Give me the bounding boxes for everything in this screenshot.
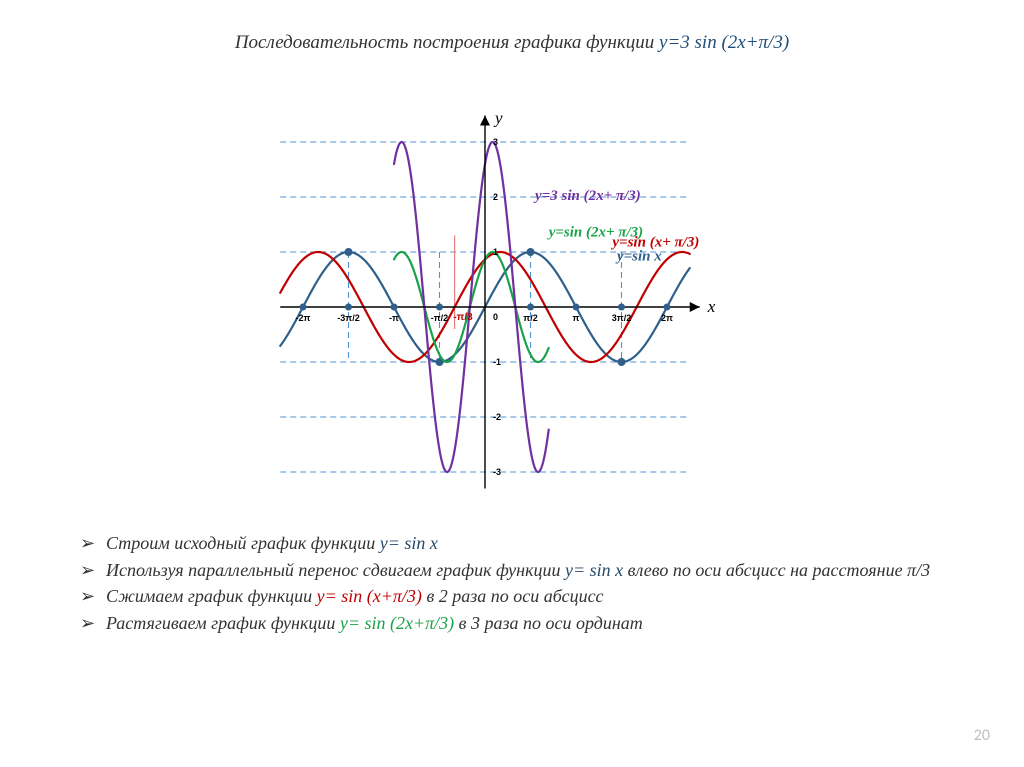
- chart-container: y=sin xy=sin (x+ π/3)y=sin (2x+ π/3)y=3 …: [70, 62, 950, 502]
- bullet-icon: ➢: [80, 610, 106, 637]
- bullet-icon: ➢: [80, 557, 106, 584]
- svg-text:y=sin x: y=sin x: [615, 248, 662, 264]
- svg-text:2: 2: [493, 192, 498, 202]
- svg-text:y=sin (2x+ π/3): y=sin (2x+ π/3): [547, 225, 643, 241]
- svg-text:-π/2: -π/2: [431, 313, 448, 323]
- title-formula: y=3 sin (2x+π/3): [659, 32, 789, 53]
- step-text: Растягиваем график функции y= sin (2x+π/…: [106, 610, 950, 637]
- bullet-icon: ➢: [80, 530, 106, 557]
- svg-text:y: y: [493, 109, 503, 128]
- step-item: ➢Используя параллельный перенос сдвигаем…: [80, 557, 950, 584]
- function-chart: y=sin xy=sin (x+ π/3)y=sin (2x+ π/3)y=3 …: [70, 62, 950, 502]
- page-number: 20: [974, 726, 990, 745]
- svg-text:-3: -3: [493, 467, 501, 477]
- step-text: Строим исходный график функции y= sin x: [106, 530, 950, 557]
- svg-text:x: x: [707, 297, 716, 316]
- svg-text:1: 1: [493, 247, 498, 257]
- step-item: ➢Сжимаем график функции y= sin (x+π/3) в…: [80, 583, 950, 610]
- step-item: ➢Строим исходный график функции y= sin x: [80, 530, 950, 557]
- svg-text:0: 0: [493, 312, 498, 322]
- bullet-icon: ➢: [80, 583, 106, 610]
- svg-text:3π/2: 3π/2: [612, 313, 631, 323]
- title-prefix: Последовательность построения графика фу…: [235, 32, 659, 53]
- step-item: ➢Растягиваем график функции y= sin (2x+π…: [80, 610, 950, 637]
- svg-text:π: π: [573, 313, 580, 323]
- steps-list: ➢Строим исходный график функции y= sin x…: [80, 530, 950, 637]
- page-title: Последовательность построения графика фу…: [0, 32, 1024, 54]
- svg-text:-1: -1: [493, 357, 501, 367]
- step-text: Используя параллельный перенос сдвигаем …: [106, 557, 950, 584]
- svg-text:-π/3: -π/3: [453, 312, 473, 323]
- svg-text:π/2: π/2: [523, 313, 537, 323]
- svg-text:-2: -2: [493, 412, 501, 422]
- svg-text:-3π/2: -3π/2: [337, 313, 359, 323]
- svg-text:y=3 sin (2x+ π/3): y=3 sin (2x+ π/3): [533, 188, 641, 204]
- svg-text:3: 3: [493, 137, 498, 147]
- svg-text:2π: 2π: [661, 313, 673, 323]
- svg-text:-π: -π: [389, 313, 399, 323]
- svg-text:-2π: -2π: [296, 313, 311, 323]
- step-text: Сжимаем график функции y= sin (x+π/3) в …: [106, 583, 950, 610]
